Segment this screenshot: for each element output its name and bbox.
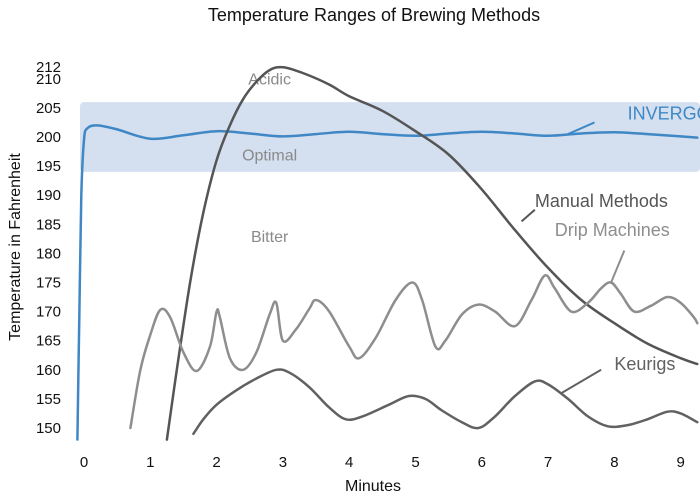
y-axis-title: Temperature in Fahrenheit (7, 153, 24, 341)
y-tick-label: 185 (36, 216, 61, 233)
x-tick-label: 8 (610, 454, 618, 471)
y-tick-label: 175 (36, 275, 61, 292)
series-labels: INVERGO Manual Methods Drip Machines Keurig… (535, 104, 700, 374)
zone-label-bitter: Bitter (251, 229, 289, 246)
x-axis-ticks: 0 1 2 3 4 5 6 7 8 9 (80, 454, 685, 471)
x-tick-label: 1 (146, 454, 154, 471)
series-leaders (520, 121, 626, 394)
y-tick-label: 165 (36, 333, 61, 350)
series-line-invergo (76, 124, 699, 441)
x-tick-label: 5 (411, 454, 419, 471)
series-label-drip-machines: Drip Machines (555, 220, 670, 240)
optimal-band (80, 102, 700, 172)
leader-line-manual-methods (520, 208, 536, 223)
series-line-keurigs (192, 368, 699, 436)
x-tick-label: 0 (80, 454, 88, 471)
y-tick-label: 200 (36, 129, 61, 146)
x-tick-label: 3 (279, 454, 287, 471)
series-label-keurigs: Keurigs (614, 354, 675, 374)
leader-line-keurigs (560, 368, 602, 394)
leader-line-invergo (567, 121, 595, 136)
y-tick-label: 210 (36, 71, 61, 88)
x-tick-label: 6 (478, 454, 486, 471)
y-tick-label: 160 (36, 362, 61, 379)
x-axis-title: Minutes (345, 478, 401, 495)
x-tick-label: 7 (544, 454, 552, 471)
zone-label-acidic: Acidic (248, 72, 291, 89)
x-tick-label: 2 (212, 454, 220, 471)
series-label-manual-methods: Manual Methods (535, 191, 668, 211)
series-label-invergo: INVERGO (628, 104, 700, 124)
series-line-manual-methods (165, 65, 699, 441)
y-tick-label: 205 (36, 100, 61, 117)
y-tick-label: 150 (36, 420, 61, 437)
x-tick-label: 9 (677, 454, 685, 471)
y-tick-label: 180 (36, 245, 61, 262)
leader-line-drip-machines (610, 250, 626, 283)
y-tick-label: 155 (36, 391, 61, 408)
series-lines (76, 65, 699, 441)
y-tick-label: 170 (36, 304, 61, 321)
chart-title: Temperature Ranges of Brewing Methods (208, 5, 540, 25)
y-tick-label: 190 (36, 187, 61, 204)
x-tick-label: 4 (345, 454, 353, 471)
series-line-drip-machines (129, 274, 699, 430)
y-axis-ticks: 150 155 160 165 170 175 180 185 190 195 200 205 2102… (36, 59, 61, 437)
y-tick-label: 212 (36, 59, 61, 76)
y-tick-label: 195 (36, 158, 61, 175)
zone-labels: Acidic Optimal Bitter (242, 72, 297, 246)
zone-label-optimal: Optimal (242, 147, 297, 164)
